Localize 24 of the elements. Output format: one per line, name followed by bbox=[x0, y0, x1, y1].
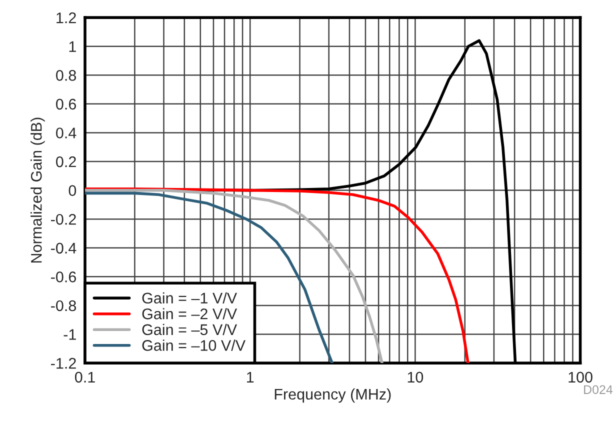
legend-label: Gain = –10 V/V bbox=[142, 340, 246, 351]
y-tick-label: -1.2 bbox=[51, 358, 76, 369]
y-tick-label: -0.8 bbox=[51, 300, 76, 312]
x-tick-label: 10 bbox=[408, 372, 424, 383]
y-tick-label: 0.2 bbox=[56, 156, 76, 168]
y-axis-title: Normalized Gain (dB) bbox=[30, 118, 45, 262]
legend-label: Gain = –2 V/V bbox=[142, 308, 238, 320]
y-tick-label: 1.2 bbox=[56, 12, 76, 24]
y-tick-label: -1 bbox=[64, 329, 76, 340]
y-tick-label: 1 bbox=[69, 41, 76, 52]
legend-label: Gain = –5 V/V bbox=[142, 324, 238, 336]
text: D024 bbox=[584, 385, 613, 394]
y-tick-label: -0.2 bbox=[51, 214, 76, 225]
x-tick-label: 1 bbox=[247, 372, 254, 382]
legend-label: Gain = –1 V/V bbox=[142, 292, 238, 304]
x-axis-title: Frequency (MHz) bbox=[274, 388, 391, 403]
y-tick-label: -0.4 bbox=[51, 242, 76, 254]
x-tick-label: 100 bbox=[568, 372, 592, 383]
y-tick-label: -0.6 bbox=[51, 272, 76, 282]
y-tick-label: 0.4 bbox=[56, 128, 76, 138]
y-tick-label: 0.8 bbox=[56, 70, 76, 81]
y-tick-label: 0 bbox=[68, 185, 76, 196]
x-tick-label: 0.1 bbox=[74, 372, 95, 383]
y-tick-label: 0.6 bbox=[56, 98, 76, 110]
